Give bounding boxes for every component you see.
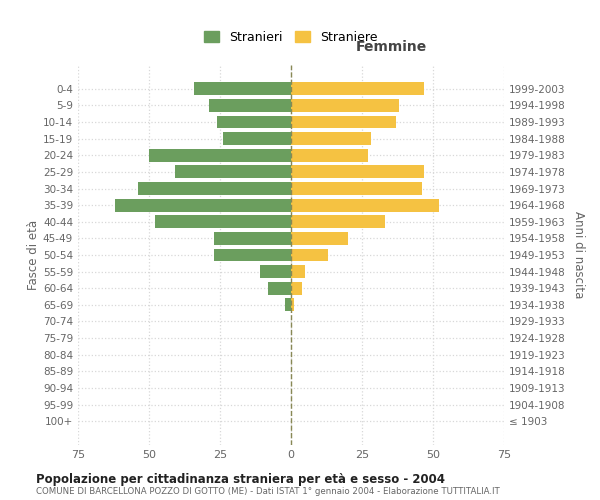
Bar: [155, 216, 291, 228]
Bar: [291, 282, 302, 294]
Bar: [291, 265, 305, 278]
Text: COMUNE DI BARCELLONA POZZO DI GOTTO (ME) - Dati ISTAT 1° gennaio 2004 - Elaboraz: COMUNE DI BARCELLONA POZZO DI GOTTO (ME)…: [36, 488, 500, 496]
Text: Femmine: Femmine: [355, 40, 427, 54]
Bar: [291, 248, 328, 262]
Bar: [291, 232, 348, 245]
Bar: [217, 116, 291, 128]
Bar: [209, 99, 291, 112]
Bar: [214, 232, 291, 245]
Bar: [291, 182, 422, 195]
Bar: [175, 166, 291, 178]
Bar: [291, 132, 371, 145]
Bar: [115, 198, 291, 211]
Bar: [286, 298, 291, 312]
Bar: [291, 216, 385, 228]
Bar: [137, 182, 291, 195]
Bar: [268, 282, 291, 294]
Bar: [223, 132, 291, 145]
Bar: [291, 116, 396, 128]
Y-axis label: Anni di nascita: Anni di nascita: [572, 212, 585, 298]
Y-axis label: Fasce di età: Fasce di età: [27, 220, 40, 290]
Text: Popolazione per cittadinanza straniera per età e sesso - 2004: Popolazione per cittadinanza straniera p…: [36, 472, 445, 486]
Bar: [291, 99, 399, 112]
Bar: [149, 149, 291, 162]
Bar: [291, 298, 294, 312]
Bar: [291, 149, 368, 162]
Bar: [194, 82, 291, 95]
Bar: [260, 265, 291, 278]
Bar: [291, 166, 424, 178]
Bar: [291, 198, 439, 211]
Legend: Stranieri, Straniere: Stranieri, Straniere: [199, 26, 383, 48]
Bar: [214, 248, 291, 262]
Bar: [291, 82, 424, 95]
